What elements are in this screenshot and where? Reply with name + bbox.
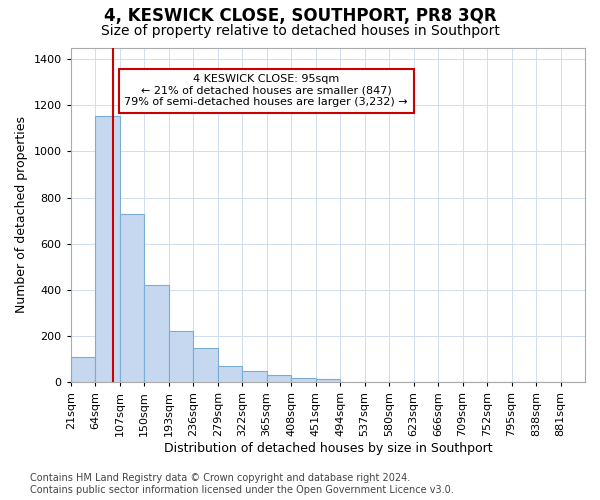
Bar (316, 379, 340, 382)
Bar (291, 378, 316, 382)
Text: Size of property relative to detached houses in Southport: Size of property relative to detached ho… (101, 24, 499, 38)
Bar (119, 214, 144, 382)
Bar (95, 116, 119, 382)
Bar (218, 366, 242, 382)
X-axis label: Distribution of detached houses by size in Southport: Distribution of detached houses by size … (164, 442, 492, 455)
Text: Contains HM Land Registry data © Crown copyright and database right 2024.
Contai: Contains HM Land Registry data © Crown c… (30, 474, 454, 495)
Bar (71, 357, 95, 382)
Bar (193, 348, 218, 382)
Text: 4 KESWICK CLOSE: 95sqm
← 21% of detached houses are smaller (847)
79% of semi-de: 4 KESWICK CLOSE: 95sqm ← 21% of detached… (124, 74, 408, 108)
Bar (266, 376, 291, 382)
Bar (144, 286, 169, 382)
Bar (242, 371, 266, 382)
Text: 4, KESWICK CLOSE, SOUTHPORT, PR8 3QR: 4, KESWICK CLOSE, SOUTHPORT, PR8 3QR (104, 8, 496, 26)
Y-axis label: Number of detached properties: Number of detached properties (15, 116, 28, 314)
Bar (169, 332, 193, 382)
